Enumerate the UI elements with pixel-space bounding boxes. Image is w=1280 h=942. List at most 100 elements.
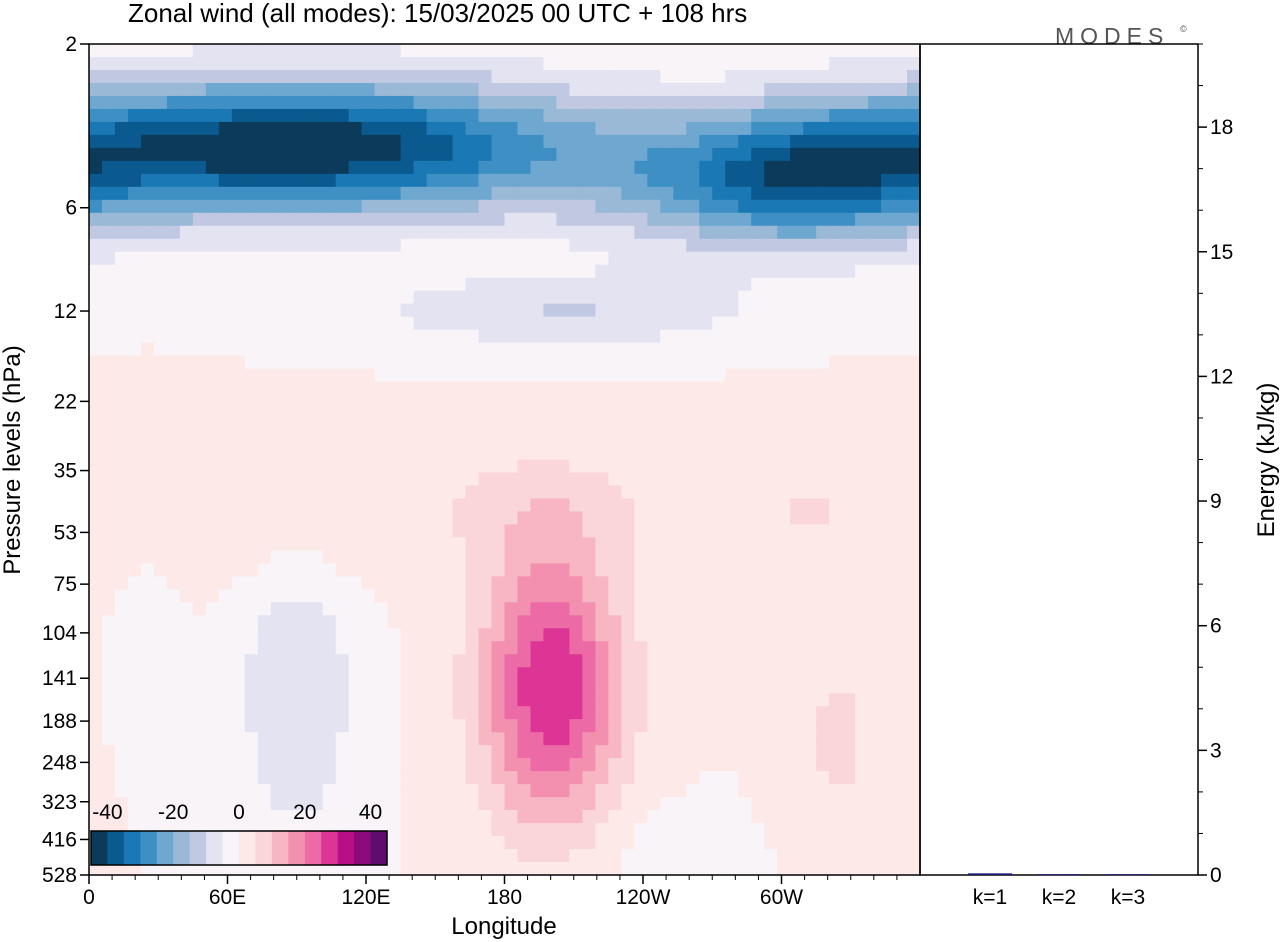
- heatmap-cell: [582, 355, 596, 370]
- heatmap-cell: [192, 420, 207, 435]
- heatmap-cell: [686, 173, 700, 188]
- heatmap-cell: [712, 849, 726, 863]
- heatmap-cell: [296, 797, 311, 811]
- heatmap-cell: [309, 368, 324, 383]
- heatmap-cell: [504, 602, 519, 616]
- heatmap-cell: [439, 147, 454, 162]
- heatmap-cell: [218, 433, 233, 448]
- heatmap-cell: [543, 589, 558, 603]
- heatmap-cell: [374, 238, 389, 253]
- heatmap-cell: [569, 199, 583, 214]
- heatmap-cell: [842, 511, 856, 526]
- heatmap-cell: [543, 745, 558, 759]
- heatmap-cell: [400, 238, 415, 253]
- heatmap-cell: [491, 693, 506, 707]
- heatmap-cell: [517, 381, 532, 396]
- heatmap-cell: [140, 745, 155, 759]
- heatmap-cell: [439, 199, 454, 214]
- heatmap-cell: [452, 199, 467, 214]
- heatmap-cell: [400, 264, 415, 279]
- heatmap-cell: [478, 147, 493, 162]
- heatmap-cell: [543, 667, 558, 681]
- heatmap-cell: [504, 524, 519, 538]
- heatmap-cell: [855, 680, 869, 694]
- heatmap-cell: [751, 472, 765, 487]
- heatmap-cell: [842, 706, 856, 720]
- heatmap-cell: [296, 602, 311, 616]
- heatmap-cell: [595, 290, 609, 305]
- heatmap-cell: [348, 173, 363, 188]
- heatmap-cell: [686, 407, 700, 422]
- heatmap-cell: [816, 706, 830, 720]
- heatmap-cell: [699, 69, 713, 84]
- heatmap-cell: [452, 459, 467, 474]
- heatmap-cell: [842, 459, 856, 474]
- heatmap-cell: [114, 732, 129, 746]
- heatmap-cell: [452, 82, 467, 97]
- heatmap-cell: [725, 44, 739, 58]
- heatmap-cell: [283, 303, 298, 318]
- heatmap-cell: [192, 628, 207, 642]
- heatmap-cell: [153, 680, 168, 694]
- heatmap-cell: [829, 251, 843, 266]
- heatmap-cell: [608, 329, 622, 344]
- heatmap-cell: [348, 44, 363, 58]
- heatmap-cell: [634, 121, 648, 136]
- heatmap-cell: [361, 654, 376, 668]
- heatmap-cell: [179, 693, 194, 707]
- heatmap-cell: [803, 485, 817, 500]
- heatmap-cell: [205, 316, 220, 331]
- heatmap-cell: [543, 316, 558, 331]
- heatmap-cell: [400, 654, 415, 668]
- heatmap-cell: [218, 550, 233, 564]
- heatmap-cell: [153, 316, 168, 331]
- heatmap-cell: [491, 212, 506, 227]
- heatmap-cell: [413, 628, 428, 642]
- heatmap-cell: [257, 264, 272, 279]
- heatmap-cell: [777, 797, 791, 811]
- heatmap-cell: [413, 524, 428, 538]
- heatmap-cell: [127, 602, 142, 616]
- heatmap-cell: [894, 485, 908, 500]
- heatmap-cell: [660, 472, 674, 487]
- heatmap-cell: [335, 342, 350, 357]
- heatmap-cell: [101, 797, 116, 811]
- heatmap-cell: [192, 797, 207, 811]
- heatmap-cell: [348, 303, 363, 318]
- heatmap-cell: [231, 641, 246, 655]
- heatmap-cell: [166, 186, 181, 201]
- heatmap-cell: [725, 121, 739, 136]
- heatmap-cell: [335, 368, 350, 383]
- heatmap-cell: [426, 134, 441, 149]
- heatmap-cell: [803, 693, 817, 707]
- heatmap-cell: [296, 394, 311, 409]
- heatmap-cell: [114, 628, 129, 642]
- heatmap-cell: [764, 121, 778, 136]
- heatmap-cell: [608, 823, 622, 837]
- heatmap-cell: [790, 706, 804, 720]
- heatmap-cell: [803, 225, 817, 240]
- heatmap-cell: [647, 472, 661, 487]
- heatmap-cell: [790, 589, 804, 603]
- heatmap-cell: [127, 186, 142, 201]
- heatmap-cell: [361, 446, 376, 461]
- heatmap-cell: [179, 797, 194, 811]
- heatmap-cell: [738, 459, 752, 474]
- heatmap-cell: [868, 147, 882, 162]
- heatmap-cell: [478, 719, 493, 733]
- heatmap-cell: [244, 225, 259, 240]
- heatmap-cell: [361, 771, 376, 785]
- heatmap-cell: [634, 641, 648, 655]
- heatmap-cell: [894, 511, 908, 526]
- heatmap-cell: [166, 342, 181, 357]
- heatmap-cell: [543, 576, 558, 590]
- heatmap-cell: [335, 433, 350, 448]
- heatmap-cell: [283, 212, 298, 227]
- heatmap-cell: [595, 706, 609, 720]
- heatmap-cell: [465, 719, 480, 733]
- heatmap-cell: [712, 407, 726, 422]
- heatmap-cell: [725, 329, 739, 344]
- heatmap-cell: [413, 732, 428, 746]
- heatmap-cell: [712, 485, 726, 500]
- heatmap-cell: [777, 69, 791, 84]
